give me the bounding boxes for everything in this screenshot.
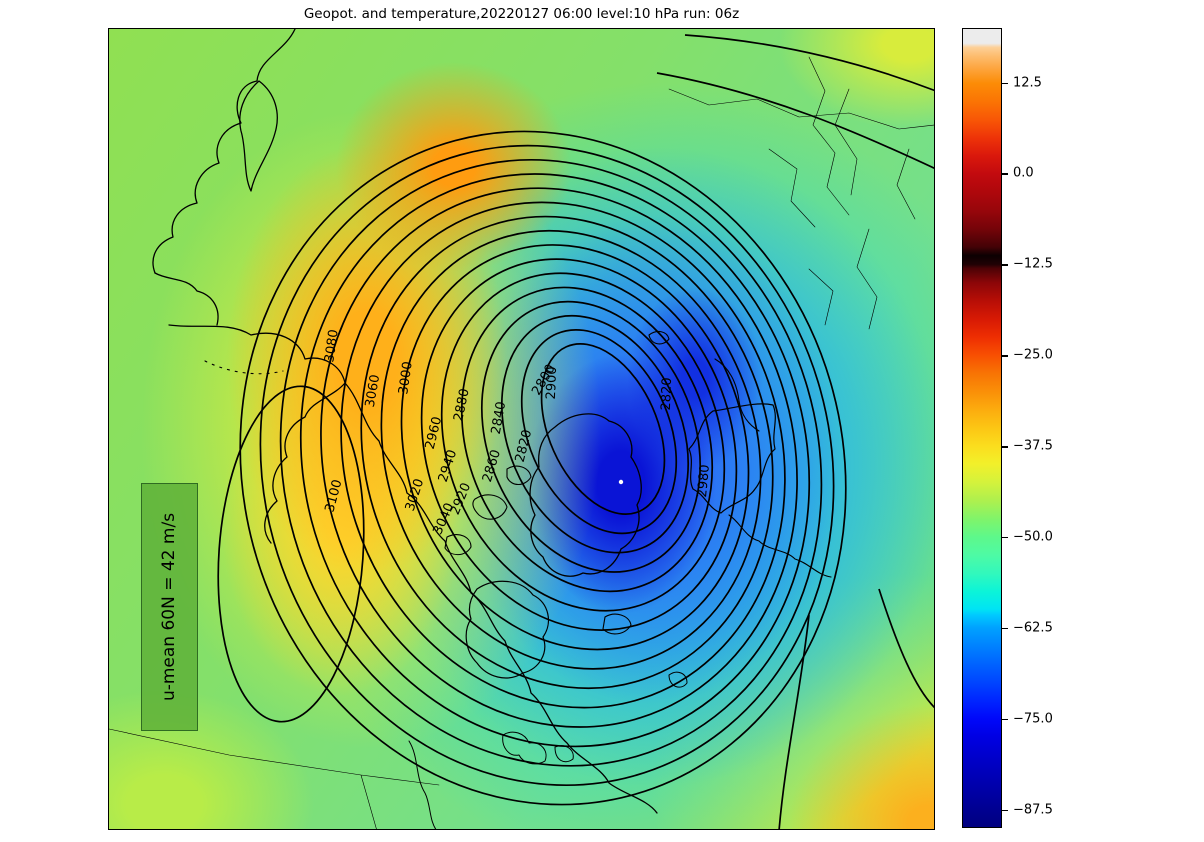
contour-label-2820: 2820 — [513, 428, 536, 464]
map-panel: 3100 3080 3060 3040 3020 3000 2980 2960 2940 2920… — [108, 28, 935, 830]
colorbar-tick-label: −25.0 — [1013, 347, 1053, 363]
colorbar-tick-mark — [1002, 264, 1008, 266]
geopotential-contour-arc — [878, 588, 934, 709]
plot-title: Geopot. and temperature,20220127 06:00 l… — [303, 6, 740, 22]
coastline-path — [168, 324, 346, 544]
temperature-minimum-dot — [618, 479, 624, 485]
coastline-path — [668, 88, 934, 130]
coastline-path — [768, 56, 916, 330]
coastline-path — [668, 671, 688, 688]
coastline-path — [408, 740, 437, 829]
colorbar-tick-label: −50.0 — [1013, 529, 1053, 545]
colorbar-tick-mark — [1002, 809, 1008, 812]
geopotential-contour-2820 — [520, 329, 678, 535]
contour-label-3000: 3000 — [396, 361, 415, 396]
contour-label-3020: 3020 — [403, 477, 427, 513]
coastline-path — [444, 465, 532, 556]
geopotential-contour-arc — [778, 614, 810, 829]
coastline-path — [239, 80, 278, 192]
coastline-path — [728, 514, 832, 578]
colorbar-tick-mark — [1002, 718, 1008, 721]
colorbar-tick-mark — [1002, 537, 1008, 539]
geopotential-contour-3000 — [340, 201, 786, 709]
geopotential-contour-2800 — [540, 343, 666, 515]
coastline-path — [465, 580, 550, 679]
colorbar-tick-label: −62.5 — [1013, 620, 1053, 636]
geopotential-contour-3020 — [320, 187, 798, 728]
coastline-path — [154, 272, 219, 326]
u-mean-annotation: u-mean 60N = 42 m/s — [141, 483, 198, 731]
coastline-path — [602, 613, 632, 635]
contour-label-3080: 3080 — [322, 329, 341, 364]
geopotential-contour-3040 — [299, 173, 811, 748]
map-overlay: 3100308030603040302030002980296029402920… — [109, 29, 934, 829]
colorbar-tick-mark — [1002, 355, 1008, 357]
geopotential-contour-3100 — [239, 130, 847, 806]
geopotential-contour-arc — [684, 34, 934, 92]
contour-label-2840: 2840 — [489, 400, 510, 435]
colorbar-tick-mark — [1002, 628, 1008, 630]
contour-label-2920: 2920 — [448, 481, 474, 517]
geopotential-contour-arc — [656, 72, 934, 170]
contour-label-3060: 3060 — [363, 373, 384, 408]
geopotential-contour-2920 — [420, 258, 738, 631]
contour-label-2900: 2900 — [544, 366, 560, 400]
geopotential-contour-2860 — [480, 300, 702, 573]
geopotential-contour-2840 — [500, 314, 690, 554]
colorbar-tick-label: −12.5 — [1013, 256, 1053, 272]
u-mean-annotation-text: u-mean 60N = 42 m/s — [159, 512, 180, 702]
colorbar-tick-label: −87.5 — [1013, 802, 1053, 818]
colorbar-tick-mark — [1002, 446, 1008, 448]
coastline-path — [152, 29, 296, 274]
colorbar-tick-mark — [1002, 173, 1008, 175]
geopotential-contour-2880 — [460, 286, 714, 593]
contour-label-3100: 3100 — [322, 478, 345, 514]
geopotential-contour-2960 — [380, 229, 762, 670]
colorbar-tick-label: −75.0 — [1013, 711, 1053, 727]
geopotential-contour-2940 — [400, 244, 750, 651]
geopotential-contour-3080 — [259, 144, 835, 787]
coastline-path — [204, 360, 284, 375]
coastline-path — [109, 728, 440, 829]
coastline-path — [529, 413, 642, 577]
coastline-path — [344, 382, 658, 814]
contour-label-2980: 2980 — [695, 464, 713, 498]
colorbar-tick-label: −37.5 — [1013, 438, 1053, 454]
contour-label-2820: 2820 — [659, 377, 675, 411]
colorbar-tick-mark — [1002, 82, 1008, 84]
contour-label-2860: 2860 — [480, 448, 504, 484]
geopotential-contour-left-high — [217, 385, 365, 723]
colorbar — [962, 28, 1002, 828]
geopotential-contour-2900 — [440, 272, 726, 612]
contour-label-2880: 2880 — [451, 387, 473, 422]
colorbar-tick-label: 12.5 — [1013, 75, 1042, 91]
coastline-path — [688, 403, 776, 514]
colorbar-tick-label: 0.0 — [1013, 165, 1034, 181]
contour-label-2940: 2940 — [436, 448, 460, 484]
coastline-path — [648, 330, 760, 432]
geopotential-contour-2980 — [360, 215, 774, 690]
geopotential-contour-3060 — [279, 158, 823, 767]
